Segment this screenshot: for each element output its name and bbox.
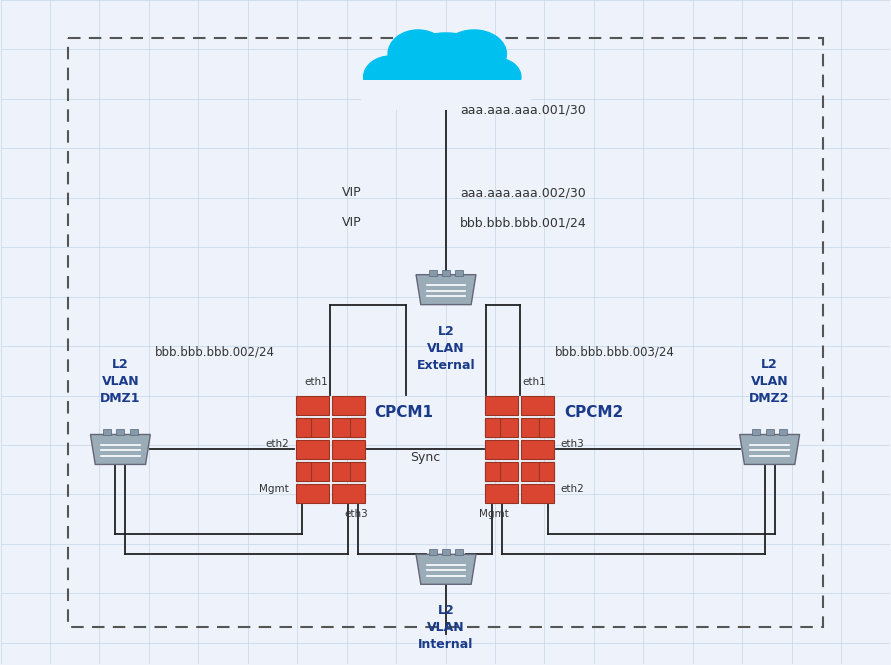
Polygon shape — [90, 434, 151, 464]
Bar — [486, 440, 519, 459]
Bar — [521, 396, 554, 415]
Bar — [486, 418, 519, 437]
Text: Mgmt: Mgmt — [259, 484, 290, 494]
Text: bbb.bbb.bbb.001/24: bbb.bbb.bbb.001/24 — [460, 216, 587, 229]
Bar — [486, 418, 501, 437]
Bar — [296, 462, 329, 481]
Text: bbb.bbb.bbb.003/24: bbb.bbb.bbb.003/24 — [555, 345, 674, 358]
Bar — [331, 484, 364, 503]
Text: CPCM1: CPCM1 — [374, 405, 433, 420]
Text: eth1: eth1 — [522, 376, 546, 386]
Text: eth2: eth2 — [266, 440, 290, 450]
Bar — [521, 484, 554, 503]
Bar — [349, 418, 364, 437]
Bar — [486, 462, 501, 481]
Text: aaa.aaa.aaa.002/30: aaa.aaa.aaa.002/30 — [460, 186, 585, 200]
Ellipse shape — [391, 69, 501, 104]
Text: eth3: eth3 — [560, 440, 584, 450]
Text: L2
VLAN
DMZ2: L2 VLAN DMZ2 — [749, 358, 789, 404]
Text: CPCM2: CPCM2 — [564, 405, 623, 420]
Bar — [117, 430, 125, 436]
Bar — [442, 270, 450, 276]
Polygon shape — [416, 555, 476, 585]
Text: L2
VLAN
DMZ1: L2 VLAN DMZ1 — [100, 358, 141, 404]
Text: eth1: eth1 — [304, 376, 328, 386]
Bar — [455, 270, 463, 276]
Polygon shape — [740, 434, 799, 464]
Bar — [765, 430, 773, 436]
Text: eth3: eth3 — [344, 509, 368, 519]
Bar — [429, 549, 437, 555]
Bar — [486, 484, 519, 503]
Bar — [361, 80, 531, 110]
Bar — [331, 440, 364, 459]
Polygon shape — [416, 275, 476, 305]
Bar — [486, 462, 519, 481]
Bar — [539, 418, 554, 437]
Bar — [331, 396, 364, 415]
Bar — [296, 484, 329, 503]
Bar — [521, 440, 554, 459]
Bar — [296, 418, 311, 437]
Bar — [129, 430, 137, 436]
Bar — [486, 396, 519, 415]
Ellipse shape — [364, 56, 419, 98]
Bar — [331, 418, 364, 437]
Text: VIP: VIP — [342, 216, 362, 229]
Ellipse shape — [388, 30, 448, 78]
Bar — [103, 430, 111, 436]
Bar — [779, 430, 787, 436]
Text: L2
VLAN
External: L2 VLAN External — [417, 325, 475, 372]
Text: aaa.aaa.aaa.001/30: aaa.aaa.aaa.001/30 — [460, 103, 585, 116]
Ellipse shape — [398, 33, 494, 91]
Bar — [429, 270, 437, 276]
Bar — [752, 430, 760, 436]
Text: bbb.bbb.bbb.002/24: bbb.bbb.bbb.002/24 — [155, 345, 275, 358]
Text: Mgmt: Mgmt — [479, 509, 509, 519]
Bar — [296, 462, 311, 481]
Text: L2
VLAN
Internal: L2 VLAN Internal — [418, 604, 474, 651]
Bar — [442, 549, 450, 555]
Text: VIP: VIP — [342, 186, 362, 200]
Text: Sync: Sync — [410, 451, 440, 464]
Text: eth2: eth2 — [560, 484, 584, 494]
Bar — [455, 549, 463, 555]
Bar — [296, 418, 329, 437]
Bar — [521, 418, 554, 437]
Bar — [296, 396, 329, 415]
Bar — [331, 462, 364, 481]
Bar — [521, 462, 554, 481]
Ellipse shape — [442, 30, 506, 78]
Bar — [69, 38, 822, 627]
Bar — [349, 462, 364, 481]
Bar — [296, 440, 329, 459]
Ellipse shape — [471, 58, 521, 96]
Bar — [539, 462, 554, 481]
